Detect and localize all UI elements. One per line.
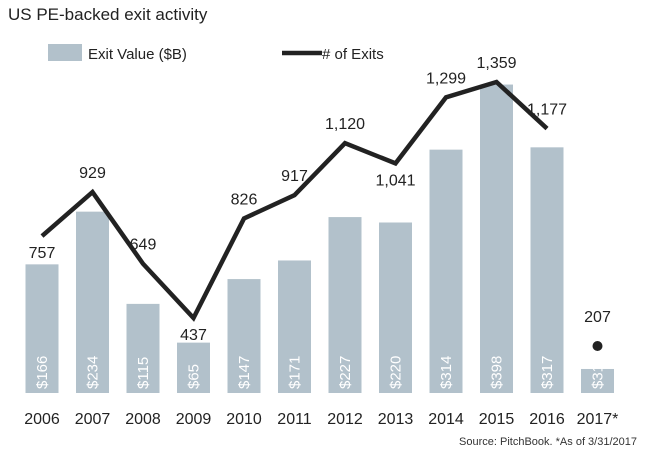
- bar-value-label: $147: [236, 356, 253, 389]
- legend-line-label: # of Exits: [322, 46, 384, 63]
- bar-2013: [379, 222, 412, 393]
- legend-bar-label: Exit Value ($B): [88, 46, 187, 63]
- category-label: 2006: [24, 411, 60, 428]
- exits-line: [40, 79, 549, 322]
- bar-labels-group: $166 $234 $115 $65 $147 $171 $227 $220 $314 $398 $…: [34, 356, 607, 389]
- category-label: 2008: [125, 411, 161, 428]
- bars-group: [25, 84, 614, 394]
- category-label: 2017*: [577, 411, 619, 428]
- bar-2016: [530, 147, 564, 393]
- category-label: 2016: [529, 411, 565, 428]
- bar-value-label: $234: [85, 356, 102, 389]
- exits-count-label: 437: [180, 327, 207, 344]
- bar-value-label: $314: [438, 356, 455, 389]
- bar-2007: [76, 211, 109, 393]
- bar-value-label: $171: [287, 356, 304, 389]
- exits-count-label: 826: [231, 191, 258, 208]
- bar-value-label: $317: [539, 356, 556, 389]
- category-label: 2012: [327, 411, 363, 428]
- bar-2017*: [581, 368, 614, 393]
- exits-count-label: 1,359: [476, 55, 516, 72]
- exits-count-label: 1,177: [527, 102, 567, 119]
- count-labels-group: 757 929 649 437 826 917 1,120 1,041 1,299 1,359 1,…: [29, 55, 611, 344]
- bar-2008: [126, 303, 160, 393]
- bar-value-label: $65: [186, 364, 203, 389]
- category-label: 2013: [378, 411, 414, 428]
- exits-count-label: 1,041: [375, 172, 415, 189]
- bar-value-label: $398: [489, 356, 506, 389]
- bar-value-label: $227: [337, 356, 354, 389]
- bar-2012: [328, 217, 362, 393]
- exits-count-label: 207: [584, 309, 611, 326]
- exits-count-label: 1,120: [325, 116, 365, 133]
- exits-line-group: [40, 79, 603, 351]
- category-label: 2015: [479, 411, 515, 428]
- bar-2015: [480, 84, 513, 394]
- legend: Exit Value ($B) # of Exits: [48, 44, 384, 63]
- bar-2010: [227, 279, 261, 393]
- source-note: Source: PitchBook. *As of 3/31/2017: [459, 436, 637, 448]
- bar-2011: [278, 260, 311, 393]
- category-label: 2009: [176, 411, 212, 428]
- exits-count-label: 649: [130, 237, 157, 254]
- exits-count-label: 917: [281, 168, 308, 185]
- bar-2014: [429, 149, 463, 393]
- category-labels-group: 2006 2007 2008 2009 2010 2011 2012 2013 2014 2015…: [24, 411, 618, 428]
- exits-count-label: 1,299: [426, 70, 466, 87]
- bar-value-label: $31: [590, 364, 607, 389]
- exits-count-label: 929: [79, 165, 106, 182]
- bar-value-label: $115: [135, 357, 152, 389]
- bar-value-label: $166: [34, 356, 51, 389]
- category-label: 2010: [226, 411, 262, 428]
- bar-2009: [177, 342, 210, 393]
- chart-title: US PE-backed exit activity: [8, 5, 208, 24]
- category-label: 2014: [428, 411, 464, 428]
- legend-bar-swatch: [48, 44, 82, 61]
- bar-2006: [25, 264, 59, 393]
- category-label: 2007: [75, 411, 111, 428]
- bar-value-label: $220: [388, 356, 405, 389]
- category-label: 2011: [277, 411, 312, 428]
- exits-count-label: 757: [29, 245, 56, 262]
- exits-point-2017: [592, 341, 603, 351]
